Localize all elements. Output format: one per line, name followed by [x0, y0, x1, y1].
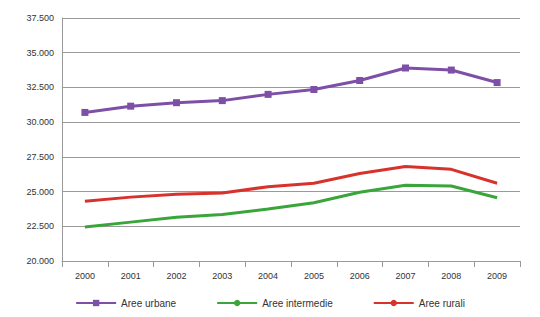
svg-text:27.500: 27.500	[26, 152, 54, 162]
svg-text:2008: 2008	[441, 271, 461, 281]
svg-text:30.000: 30.000	[26, 117, 54, 127]
svg-text:20.000: 20.000	[26, 256, 54, 266]
svg-text:2000: 2000	[75, 271, 95, 281]
svg-text:Aree urbane: Aree urbane	[121, 298, 176, 309]
svg-text:2005: 2005	[304, 271, 324, 281]
svg-text:2002: 2002	[166, 271, 186, 281]
svg-text:2006: 2006	[350, 271, 370, 281]
svg-text:22.500: 22.500	[26, 221, 54, 231]
svg-text:2004: 2004	[258, 271, 278, 281]
svg-text:Aree rurali: Aree rurali	[419, 298, 465, 309]
svg-text:2009: 2009	[487, 271, 507, 281]
svg-text:2003: 2003	[212, 271, 232, 281]
svg-text:25.000: 25.000	[26, 187, 54, 197]
svg-text:35.000: 35.000	[26, 48, 54, 58]
svg-text:37.500: 37.500	[26, 13, 54, 23]
svg-text:2007: 2007	[395, 271, 415, 281]
svg-text:Aree intermedie: Aree intermedie	[262, 298, 333, 309]
svg-text:32.500: 32.500	[26, 82, 54, 92]
svg-text:2001: 2001	[121, 271, 141, 281]
